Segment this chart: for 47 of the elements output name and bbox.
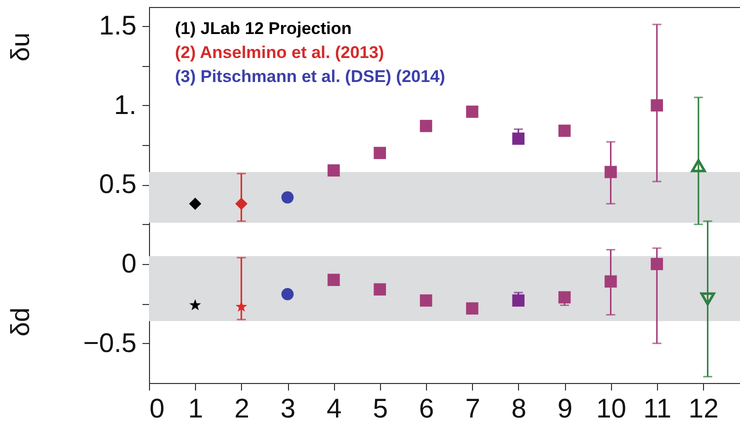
point [691,159,706,172]
x-tick-label: 12 [688,394,719,424]
point [374,146,386,160]
point [650,99,664,112]
point [281,288,294,300]
y-tick-label: −0.5 [83,328,136,358]
x-tick-label: 3 [280,394,296,424]
point [512,132,524,145]
x-tick-label: 7 [465,394,480,424]
x-tick-label: 8 [511,394,526,424]
y-tick-label: 0 [121,248,136,279]
point [558,124,571,137]
point [281,191,294,204]
y-tick-label: 1. [114,90,136,120]
point [328,164,340,177]
point [328,274,340,286]
point [189,299,201,310]
x-tick-label: 10 [596,394,626,424]
point [235,198,248,210]
point [420,120,432,132]
text: (3) Pitschmann et al. (DSE) (2014) [175,67,446,86]
point [604,166,617,178]
point [466,302,478,315]
y-tick-label: 0.5 [98,169,136,200]
text: δd [5,308,35,336]
point [189,198,202,210]
point [374,283,386,296]
text: (2) Anselmino et al. (2013) [175,43,384,62]
x-tick-label: 6 [419,394,434,424]
x-tick-label: 2 [234,394,250,424]
x-tick-label: 4 [326,394,342,424]
x-tick-label: 5 [372,394,388,424]
x-tick-label: 0 [150,394,165,424]
point [236,300,248,312]
y-axis-title: δu [5,32,35,62]
point [604,275,617,288]
x-tick-label: 11 [643,394,672,424]
text: (1) JLab 12 Projection [175,19,352,38]
x-tick-label: 9 [558,394,573,424]
y-tick-label: 1.5 [98,10,136,41]
point [558,291,571,304]
point [700,292,716,306]
point [650,258,664,270]
x-tick-label: 1 [188,394,204,424]
point [420,294,432,307]
point [466,106,478,118]
point [512,294,524,307]
